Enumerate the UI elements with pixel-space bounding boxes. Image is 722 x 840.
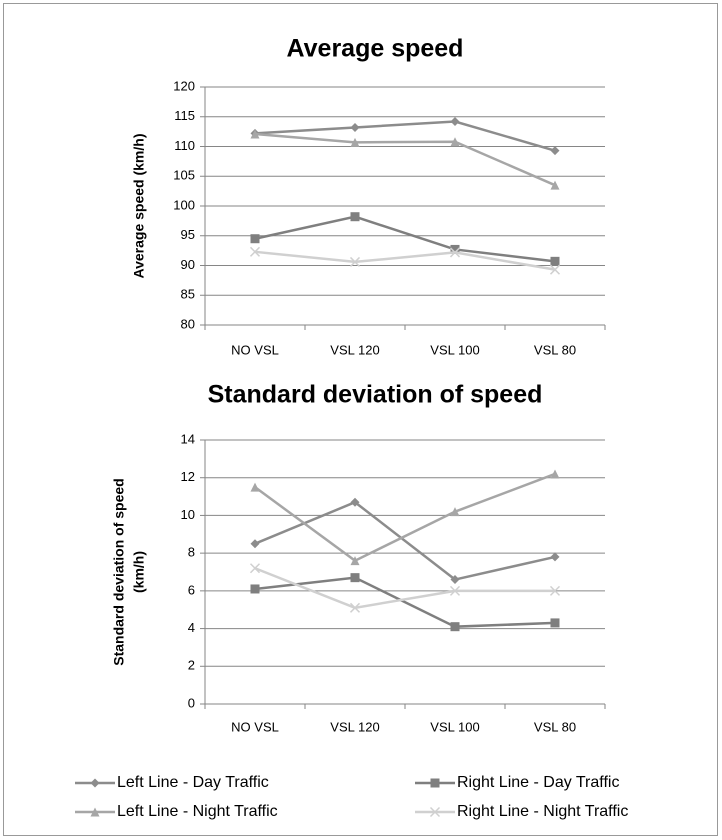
y-tick-label: 115 (174, 108, 195, 123)
y-tick-label: 80 (181, 316, 195, 331)
x-tick-label: VSL 100 (430, 342, 479, 357)
marker (249, 563, 261, 574)
marker (350, 556, 360, 566)
series-line (254, 250, 556, 271)
y-tick-label: 4 (188, 620, 195, 635)
y-tick-label: 12 (181, 469, 195, 484)
marker (550, 469, 560, 479)
legend-label: Left Line - Night Traffic (117, 803, 278, 820)
x-tick-label: VSL 100 (430, 719, 479, 734)
y-tick-label: 100 (173, 197, 195, 212)
marker (549, 585, 561, 596)
x-tick-label: VSL 80 (534, 719, 576, 734)
marker (350, 497, 360, 507)
y-tick-label: 0 (188, 695, 195, 710)
y-tick-label: 90 (181, 257, 195, 272)
legend-item: Right Line - Night Traffic (415, 803, 628, 820)
marker (249, 246, 261, 257)
marker (450, 622, 460, 632)
x-tick-label: NO VSL (231, 719, 279, 734)
x-tick-label: VSL 80 (534, 342, 576, 357)
y-tick-label: 105 (173, 168, 195, 183)
legend-label: Right Line - Night Traffic (457, 803, 628, 820)
marker (450, 507, 460, 517)
marker (349, 602, 361, 613)
y-tick-label: 14 (181, 431, 195, 446)
y-tick-label: 95 (181, 227, 195, 242)
legend-marker (430, 778, 440, 788)
marker (550, 256, 560, 266)
chart-title: Average speed (287, 35, 464, 63)
series-line (254, 132, 556, 187)
legend-item: Left Line - Night Traffic (75, 803, 278, 820)
legend-item: Left Line - Day Traffic (75, 774, 269, 791)
marker (250, 234, 260, 244)
marker (550, 618, 560, 628)
legend-marker (90, 778, 100, 788)
x-tick-label: VSL 120 (330, 342, 379, 357)
y-tick-label: 85 (181, 287, 195, 302)
marker (450, 137, 460, 147)
marker (550, 180, 560, 190)
y-tick-label: 8 (188, 545, 195, 560)
chart-title: Standard deviation of speed (208, 381, 543, 409)
y-tick-label: 6 (188, 582, 195, 597)
y-tick-label: 2 (188, 658, 195, 673)
marker (349, 256, 361, 267)
legend-marker (429, 806, 441, 818)
series-line (254, 567, 555, 610)
marker (550, 146, 560, 156)
y-tick-label: 10 (181, 507, 195, 522)
y-axis-label: Standard deviation of speed (111, 478, 127, 665)
marker (350, 212, 360, 222)
series-line (254, 472, 556, 563)
marker (250, 539, 260, 549)
marker (450, 117, 460, 127)
series-line (254, 576, 556, 628)
series-line (254, 215, 556, 263)
marker (449, 585, 461, 596)
marker (350, 122, 360, 132)
marker (550, 552, 560, 562)
legend-marker (90, 807, 100, 817)
y-axis-label: (km/h) (131, 551, 147, 593)
marker (549, 264, 561, 275)
x-tick-label: NO VSL (231, 342, 279, 357)
y-tick-label: 120 (173, 78, 195, 93)
marker (250, 482, 260, 492)
marker (350, 573, 360, 583)
legend-item: Right Line - Day Traffic (415, 774, 619, 791)
x-tick-label: VSL 120 (330, 719, 379, 734)
legend-label: Right Line - Day Traffic (457, 774, 619, 791)
y-tick-label: 110 (174, 138, 195, 153)
marker (450, 244, 460, 254)
y-axis-label: Average speed (km/h) (131, 134, 147, 279)
marker (250, 584, 260, 594)
series-line (254, 120, 556, 152)
marker (250, 129, 260, 139)
marker (449, 247, 461, 258)
marker (450, 575, 460, 585)
legend-label: Left Line - Day Traffic (117, 774, 269, 791)
marker (350, 137, 360, 147)
